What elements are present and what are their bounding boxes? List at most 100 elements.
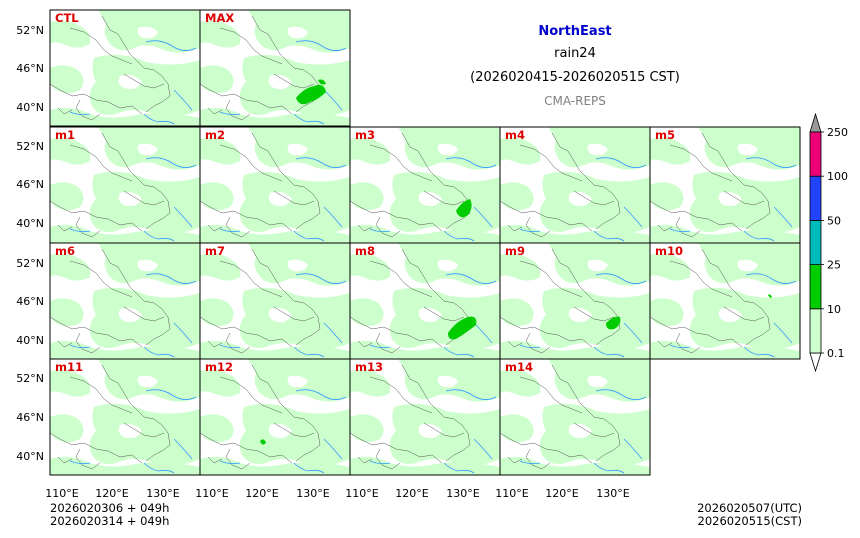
colorbar-segment <box>809 264 822 310</box>
valid-time-info: 2026020507(UTC) 2026020515(CST) <box>697 502 802 528</box>
map-base <box>350 243 500 359</box>
lat-tick-label: 46°N <box>16 62 44 75</box>
map-base <box>350 127 500 243</box>
figure-title-block: NorthEast rain24 (2026020415-2026020515 … <box>440 22 710 112</box>
colorbar-segment <box>809 175 822 221</box>
map-panel-m11: m11 <box>50 359 200 475</box>
colorbar-tick-label: 50 <box>827 214 841 227</box>
init-line-1: 2026020306 + 049h <box>50 501 170 515</box>
map-panel-m13: m13 <box>350 359 500 475</box>
lon-tick-label: 120°E <box>545 487 578 500</box>
latitude-axis: 52°N 46°N 40°N 52°N 46°N 40°N 52°N 46°N … <box>16 24 44 463</box>
map-panel-m6: m6 <box>50 243 200 359</box>
heavy-rain-area <box>318 79 326 85</box>
map-panel-m9: m9 <box>500 243 650 359</box>
map-panel-m4: m4 <box>500 127 650 243</box>
panel-label: m6 <box>55 244 75 258</box>
map-panel-max: MAX <box>200 10 350 126</box>
colorbar-segment <box>809 308 822 354</box>
map-panel-m7: m7 <box>200 243 350 359</box>
map-base <box>350 359 500 475</box>
panel-label: m9 <box>505 244 525 258</box>
heavy-rain-area <box>448 316 477 340</box>
panel-label: m1 <box>55 128 75 142</box>
map-base <box>200 127 350 243</box>
colorbar-segment <box>809 219 822 265</box>
lon-tick-label: 110°E <box>345 487 378 500</box>
colorbar-segment <box>809 131 822 177</box>
lat-tick-label: 46°N <box>16 411 44 424</box>
panel-label: m12 <box>205 360 233 374</box>
lon-tick-label: 130°E <box>596 487 629 500</box>
valid-time-utc: 2026020507(UTC) <box>697 501 802 515</box>
lon-tick-label: 120°E <box>395 487 428 500</box>
heavy-rain-area <box>260 439 266 445</box>
panel-label: m13 <box>355 360 383 374</box>
colorbar-tick-label: 25 <box>827 259 841 272</box>
lon-tick-label: 110°E <box>195 487 228 500</box>
lat-tick-label: 40°N <box>16 217 44 230</box>
panel-label: m8 <box>355 244 375 258</box>
lon-tick-label: 130°E <box>296 487 329 500</box>
heavy-rain-area <box>606 316 621 330</box>
colorbar: 0.1 10 25 50 100 250 <box>809 112 848 373</box>
panel-label: m2 <box>205 128 225 142</box>
panel-label: m4 <box>505 128 525 142</box>
map-panel-m8: m8 <box>350 243 500 359</box>
lon-tick-label: 130°E <box>446 487 479 500</box>
colorbar-tick-label: 0.1 <box>827 347 845 360</box>
period-title: (2026020415-2026020515 CST) <box>470 70 680 85</box>
map-base <box>500 127 650 243</box>
map-base <box>500 359 650 475</box>
lat-tick-label: 52°N <box>16 257 44 270</box>
colorbar-tick-label: 10 <box>827 303 841 316</box>
lon-tick-label: 110°E <box>495 487 528 500</box>
heavy-rain-area <box>768 294 772 298</box>
panel-label: MAX <box>205 11 234 25</box>
map-panel-m1: m1 <box>50 127 200 243</box>
map-base <box>50 127 200 243</box>
lat-tick-label: 46°N <box>16 178 44 191</box>
heavy-rain-area <box>296 84 326 105</box>
model-name: CMA-REPS <box>544 94 606 108</box>
heavy-rain-area <box>456 199 472 218</box>
map-base <box>200 10 350 126</box>
map-base <box>50 359 200 475</box>
map-panel-ctl: CTL <box>50 10 200 126</box>
lon-tick-label: 120°E <box>245 487 278 500</box>
map-panel-m2: m2 <box>200 127 350 243</box>
map-panel-m12: m12 <box>200 359 350 475</box>
lat-tick-label: 52°N <box>16 24 44 37</box>
lon-tick-label: 120°E <box>95 487 128 500</box>
panel-label: m14 <box>505 360 533 374</box>
lat-tick-label: 40°N <box>16 450 44 463</box>
lat-tick-label: 52°N <box>16 372 44 385</box>
lat-tick-label: 40°N <box>16 334 44 347</box>
init-line-2: 2026020314 + 049h <box>50 514 170 528</box>
panel-label: CTL <box>55 11 79 25</box>
map-panel-m5: m5 <box>650 127 800 243</box>
valid-time-cst: 2026020515(CST) <box>697 514 803 528</box>
map-base <box>50 243 200 359</box>
panel-label: m7 <box>205 244 225 258</box>
panel-label: m5 <box>655 128 675 142</box>
region-title: NorthEast <box>538 24 612 39</box>
lat-tick-label: 40°N <box>16 101 44 114</box>
map-panel-m10: m10 <box>650 243 800 359</box>
ensemble-panels: CTL MAX m1 m2 m3 m4 m5 m6 m7 m8 m9 m10 m11 m12 m13 m14 <box>50 10 800 475</box>
panel-label: m10 <box>655 244 683 258</box>
panel-label: m11 <box>55 360 83 374</box>
lat-tick-label: 46°N <box>16 295 44 308</box>
map-base <box>650 243 800 359</box>
map-base <box>200 243 350 359</box>
colorbar-extend-max <box>809 112 822 133</box>
panel-label: m3 <box>355 128 375 142</box>
colorbar-extend-min <box>809 352 822 373</box>
longitude-axis: 110°E 120°E 130°E 110°E 120°E 130°E 110°… <box>45 487 629 500</box>
variable-title: rain24 <box>554 46 596 61</box>
colorbar-tick-label: 250 <box>827 126 848 139</box>
map-panel-m3: m3 <box>350 127 500 243</box>
map-base <box>200 359 350 475</box>
init-time-info: 2026020306 + 049h 2026020314 + 049h <box>50 502 169 528</box>
